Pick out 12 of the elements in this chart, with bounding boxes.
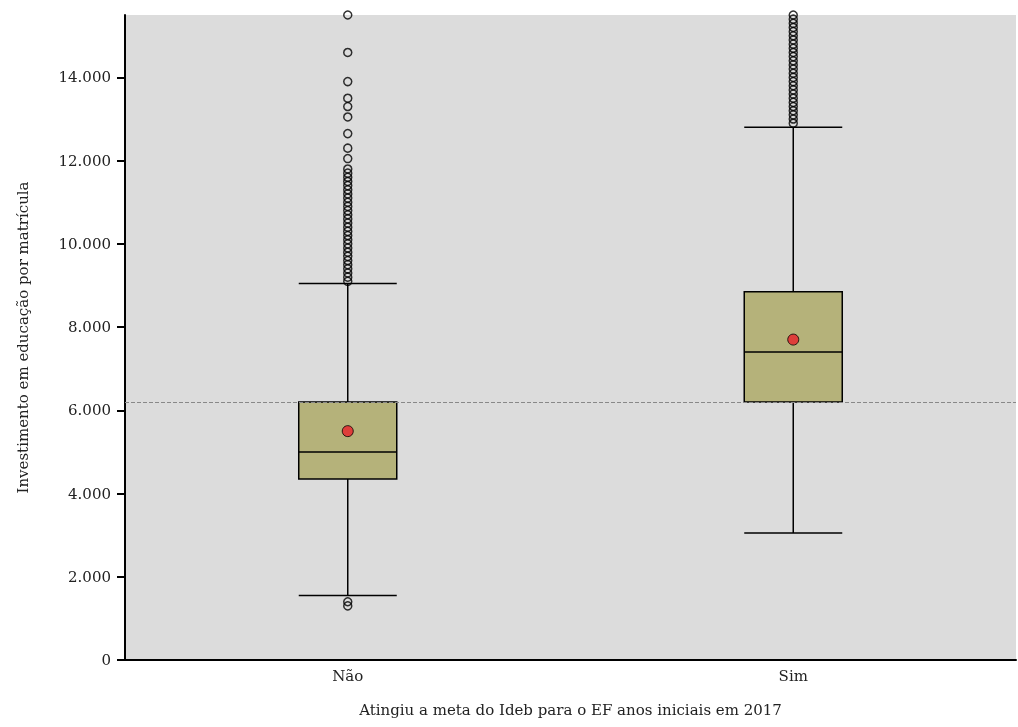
x-axis-title: Atingiu a meta do Ideb para o EF anos iniciais em 2017: [358, 700, 782, 719]
y-tick-label: 0: [101, 651, 111, 669]
y-tick-label: 8.000: [68, 318, 111, 337]
x-tick-label: Não: [332, 666, 364, 685]
y-tick-label: 10.000: [58, 234, 111, 253]
y-axis-title: Investimento em educação por matrícula: [13, 181, 32, 494]
y-tick-label: 12.000: [58, 151, 111, 170]
x-tick-label: Sim: [778, 666, 808, 685]
y-tick-label: 4.000: [68, 484, 111, 503]
y-tick-label: 6.000: [68, 401, 111, 420]
y-tick-label: 2.000: [68, 567, 111, 586]
y-tick-label: 14.000: [58, 68, 111, 87]
